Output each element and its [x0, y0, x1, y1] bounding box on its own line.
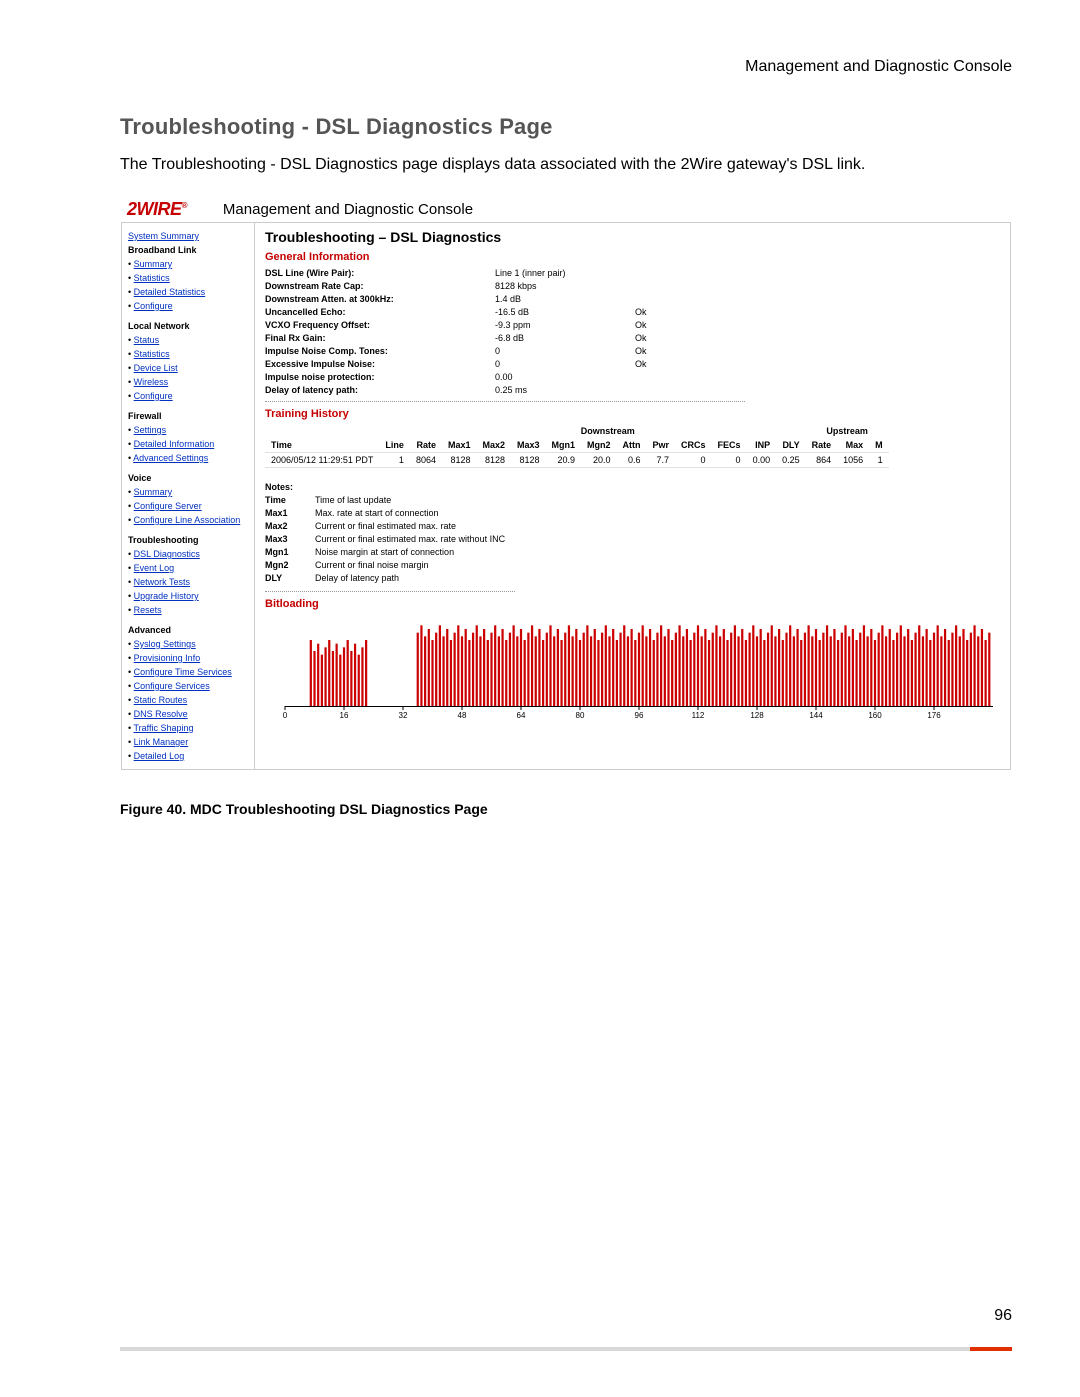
- subhead-training: Training History: [265, 408, 1002, 420]
- sidebar-section-title: Firewall: [128, 409, 250, 423]
- svg-text:48: 48: [458, 711, 467, 720]
- svg-text:0: 0: [283, 711, 288, 720]
- brand-logo: 2WIRE®: [127, 199, 187, 220]
- sidebar-item[interactable]: Summary: [134, 487, 173, 497]
- sidebar-item[interactable]: Syslog Settings: [134, 639, 196, 649]
- notes-row: Mgn2Current or final noise margin: [265, 559, 1002, 572]
- notes-label: Notes:: [265, 482, 1002, 492]
- notes-row: Max2Current or final estimated max. rate: [265, 520, 1002, 533]
- notes-row: DLYDelay of latency path: [265, 572, 1002, 585]
- sidebar-item[interactable]: DNS Resolve: [134, 709, 188, 719]
- notes-row: Max1Max. rate at start of connection: [265, 507, 1002, 520]
- sidebar-system-summary[interactable]: System Summary: [128, 231, 199, 241]
- doc-header-right: Management and Diagnostic Console: [745, 58, 1012, 76]
- table-row: 2006/05/12 11:29:51 PDT18064812881288128…: [265, 453, 889, 468]
- divider: [265, 401, 745, 402]
- sidebar-item[interactable]: Configure Time Services: [134, 667, 232, 677]
- sidebar-item[interactable]: Configure Services: [134, 681, 210, 691]
- sidebar-item[interactable]: Statistics: [134, 273, 170, 283]
- sidebar-item[interactable]: DSL Diagnostics: [134, 549, 200, 559]
- sidebar-item[interactable]: Traffic Shaping: [134, 723, 194, 733]
- sidebar-item[interactable]: Settings: [134, 425, 167, 435]
- sidebar-section-title: Voice: [128, 471, 250, 485]
- sidebar-item[interactable]: Detailed Statistics: [134, 287, 206, 297]
- sidebar-item[interactable]: Network Tests: [134, 577, 190, 587]
- sidebar-item[interactable]: Advanced Settings: [133, 453, 208, 463]
- svg-text:128: 128: [750, 711, 764, 720]
- svg-text:32: 32: [399, 711, 408, 720]
- sidebar-item[interactable]: Event Log: [134, 563, 175, 573]
- sidebar-section-title: Broadband Link: [128, 243, 250, 257]
- sidebar-item[interactable]: Resets: [134, 605, 162, 615]
- sidebar-section-title: Local Network: [128, 319, 250, 333]
- sidebar-item[interactable]: Link Manager: [134, 737, 189, 747]
- sidebar-item[interactable]: Summary: [134, 259, 173, 269]
- notes-row: Mgn1Noise margin at start of connection: [265, 546, 1002, 559]
- subhead-general: General Information: [265, 251, 1002, 263]
- sidebar-item[interactable]: Configure Line Association: [134, 515, 241, 525]
- general-info-row: Delay of latency path:0.25 ms: [265, 384, 1002, 397]
- general-info-row: Uncancelled Echo:-16.5 dBOk: [265, 306, 1002, 319]
- general-info-row: DSL Line (Wire Pair):Line 1 (inner pair): [265, 267, 1002, 280]
- training-history-table: DownstreamUpstream TimeLineRateMax1Max2M…: [265, 424, 889, 468]
- sidebar-item[interactable]: Device List: [134, 363, 178, 373]
- section-title: Troubleshooting - DSL Diagnostics Page: [120, 114, 1012, 140]
- svg-text:144: 144: [809, 711, 823, 720]
- sidebar-item[interactable]: Statistics: [134, 349, 170, 359]
- sidebar-section-title: Troubleshooting: [128, 533, 250, 547]
- notes-row: TimeTime of last update: [265, 494, 1002, 507]
- content-title: Troubleshooting – DSL Diagnostics: [265, 229, 1002, 245]
- general-info-row: Excessive Impulse Noise:0Ok: [265, 358, 1002, 371]
- sidebar-item[interactable]: Status: [134, 335, 160, 345]
- svg-text:176: 176: [927, 711, 941, 720]
- general-info-row: Downstream Rate Cap:8128 kbps: [265, 280, 1002, 293]
- svg-text:112: 112: [692, 711, 705, 720]
- content-pane: Troubleshooting – DSL Diagnostics Genera…: [255, 222, 1011, 770]
- sidebar-item[interactable]: Wireless: [134, 377, 169, 387]
- general-info-row: Impulse noise protection:0.00: [265, 371, 1002, 384]
- general-info-row: Downstream Atten. at 300kHz:1.4 dB: [265, 293, 1002, 306]
- svg-text:80: 80: [576, 711, 585, 720]
- bitloading-chart: 0 16 32 48 64 80 96 112 128 144 160 176: [265, 614, 995, 724]
- mdc-title: Management and Diagnostic Console: [223, 201, 473, 218]
- sidebar-item[interactable]: Provisioning Info: [134, 653, 201, 663]
- sidebar-item[interactable]: Static Routes: [134, 695, 188, 705]
- general-info-row: Final Rx Gain:-6.8 dBOk: [265, 332, 1002, 345]
- sidebar-item[interactable]: Detailed Information: [134, 439, 215, 449]
- sidebar-section-title: Advanced: [128, 623, 250, 637]
- notes-row: Max3Current or final estimated max. rate…: [265, 533, 1002, 546]
- sidebar-item[interactable]: Upgrade History: [134, 591, 199, 601]
- svg-text:160: 160: [868, 711, 882, 720]
- sidebar-item[interactable]: Detailed Log: [134, 751, 185, 761]
- svg-text:16: 16: [340, 711, 349, 720]
- general-info-row: VCXO Frequency Offset:-9.3 ppmOk: [265, 319, 1002, 332]
- sidebar-item[interactable]: Configure Server: [134, 501, 202, 511]
- svg-text:96: 96: [635, 711, 644, 720]
- general-info-row: Impulse Noise Comp. Tones:0Ok: [265, 345, 1002, 358]
- divider: [265, 591, 515, 592]
- intro-text: The Troubleshooting - DSL Diagnostics pa…: [120, 156, 1012, 174]
- sidebar-item[interactable]: Configure: [134, 301, 173, 311]
- screenshot-panel: 2WIRE® Management and Diagnostic Console…: [120, 192, 1012, 771]
- sidebar-item[interactable]: Configure: [134, 391, 173, 401]
- subhead-bitloading: Bitloading: [265, 598, 1002, 610]
- figure-caption: Figure 40. MDC Troubleshooting DSL Diagn…: [120, 801, 1012, 817]
- svg-text:64: 64: [517, 711, 526, 720]
- sidebar: System Summary Broadband Link Summary Stat…: [121, 222, 255, 770]
- page-number: 96: [994, 1307, 1012, 1325]
- footer-bar: [120, 1347, 1012, 1351]
